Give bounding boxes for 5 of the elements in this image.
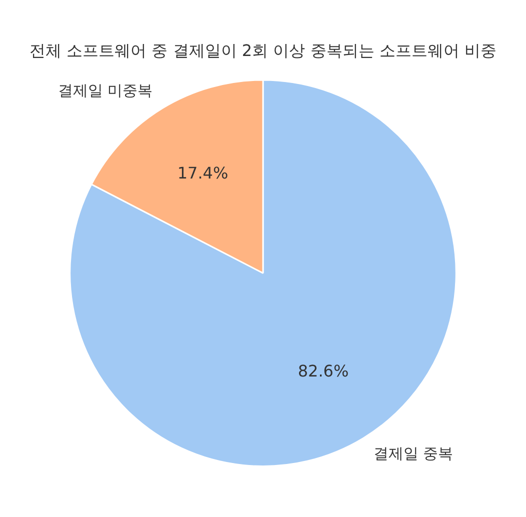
data-label: 17.4% [177, 163, 228, 182]
slice-label: 결제일 미중복 [58, 81, 153, 100]
chart-title: 전체 소프트웨어 중 결제일이 2회 이상 중복되는 소프트웨어 비중 [30, 40, 496, 60]
data-label: 82.6% [298, 361, 349, 380]
slice-label: 결제일 중복 [373, 444, 454, 462]
